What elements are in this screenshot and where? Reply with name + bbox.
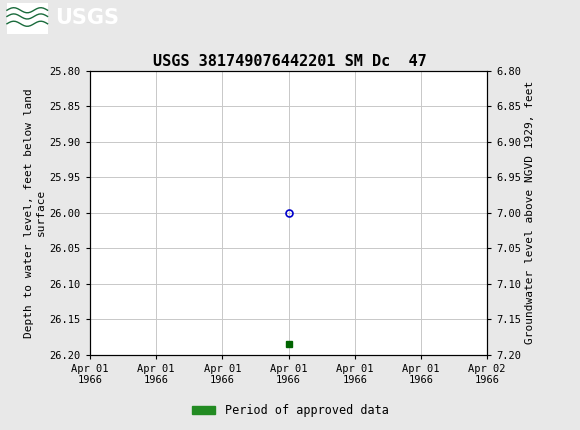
Text: USGS: USGS: [55, 8, 119, 28]
Y-axis label: Depth to water level, feet below land
surface: Depth to water level, feet below land su…: [24, 88, 45, 338]
Text: USGS 381749076442201 SM Dc  47: USGS 381749076442201 SM Dc 47: [153, 54, 427, 69]
Legend: Period of approved data: Period of approved data: [187, 399, 393, 422]
Y-axis label: Groundwater level above NGVD 1929, feet: Groundwater level above NGVD 1929, feet: [525, 81, 535, 344]
Bar: [7, 3, 48, 34]
